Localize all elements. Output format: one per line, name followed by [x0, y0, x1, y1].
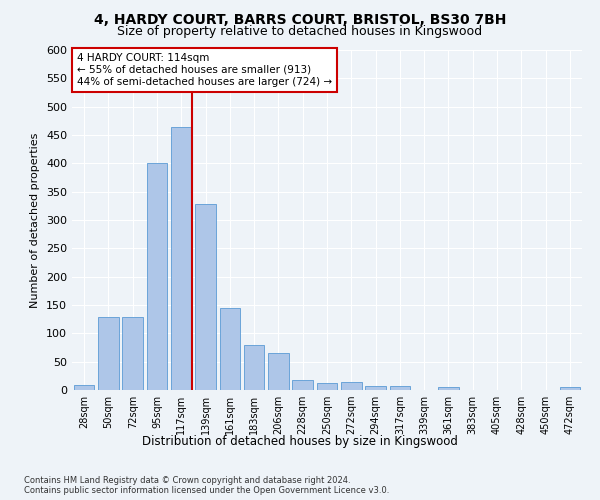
Bar	[268, 353, 289, 390]
Bar	[146, 164, 167, 390]
Bar	[122, 318, 143, 390]
Text: Contains HM Land Registry data © Crown copyright and database right 2024.: Contains HM Land Registry data © Crown c…	[24, 476, 350, 485]
Text: Contains public sector information licensed under the Open Government Licence v3: Contains public sector information licen…	[24, 486, 389, 495]
Bar	[438, 387, 459, 390]
Text: 4, HARDY COURT, BARRS COURT, BRISTOL, BS30 7BH: 4, HARDY COURT, BARRS COURT, BRISTOL, BS…	[94, 12, 506, 26]
Text: Distribution of detached houses by size in Kingswood: Distribution of detached houses by size …	[142, 435, 458, 448]
Bar	[244, 344, 265, 390]
Text: 4 HARDY COURT: 114sqm
← 55% of detached houses are smaller (913)
44% of semi-det: 4 HARDY COURT: 114sqm ← 55% of detached …	[77, 54, 332, 86]
Bar	[341, 382, 362, 390]
Bar	[171, 126, 191, 390]
Text: Size of property relative to detached houses in Kingswood: Size of property relative to detached ho…	[118, 25, 482, 38]
Bar	[74, 386, 94, 390]
Bar	[389, 386, 410, 390]
Bar	[220, 308, 240, 390]
Bar	[292, 380, 313, 390]
Bar	[560, 387, 580, 390]
Bar	[195, 204, 216, 390]
Bar	[365, 386, 386, 390]
Y-axis label: Number of detached properties: Number of detached properties	[31, 132, 40, 308]
Bar	[317, 383, 337, 390]
Bar	[98, 318, 119, 390]
